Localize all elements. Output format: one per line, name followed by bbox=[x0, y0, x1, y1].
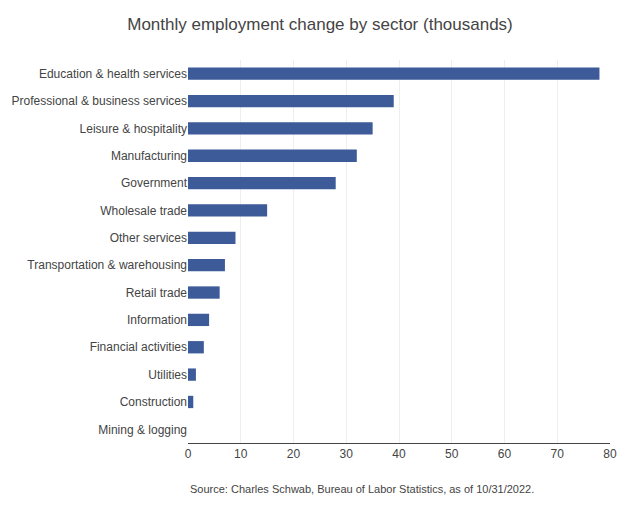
svg-text:Utilities: Utilities bbox=[148, 368, 187, 382]
svg-text:Monthly employment change by s: Monthly employment change by sector (tho… bbox=[127, 15, 513, 34]
svg-text:50: 50 bbox=[445, 447, 459, 461]
svg-text:70: 70 bbox=[551, 447, 565, 461]
svg-text:Mining & logging: Mining & logging bbox=[98, 423, 187, 437]
svg-text:Information: Information bbox=[127, 313, 187, 327]
svg-text:20: 20 bbox=[287, 447, 301, 461]
svg-text:Construction: Construction bbox=[120, 395, 187, 409]
svg-text:80: 80 bbox=[603, 447, 617, 461]
svg-text:40: 40 bbox=[392, 447, 406, 461]
svg-text:Transportation & warehousing: Transportation & warehousing bbox=[27, 258, 187, 272]
svg-text:30: 30 bbox=[340, 447, 354, 461]
svg-text:0: 0 bbox=[185, 447, 192, 461]
svg-text:Manufacturing: Manufacturing bbox=[111, 149, 187, 163]
svg-text:Leisure & hospitality: Leisure & hospitality bbox=[80, 122, 187, 136]
svg-text:Financial activities: Financial activities bbox=[90, 340, 187, 354]
svg-text:Retail trade: Retail trade bbox=[126, 286, 188, 300]
svg-text:Professional & business servic: Professional & business services bbox=[12, 94, 187, 108]
svg-text:Wholesale trade: Wholesale trade bbox=[100, 204, 187, 218]
svg-text:Government: Government bbox=[121, 176, 188, 190]
svg-text:60: 60 bbox=[498, 447, 512, 461]
svg-text:10: 10 bbox=[234, 447, 248, 461]
svg-text:Other services: Other services bbox=[110, 231, 187, 245]
svg-text:Source: Charles Schwab, Bureau: Source: Charles Schwab, Bureau of Labor … bbox=[190, 483, 534, 495]
svg-text:Education & health services: Education & health services bbox=[39, 67, 187, 81]
